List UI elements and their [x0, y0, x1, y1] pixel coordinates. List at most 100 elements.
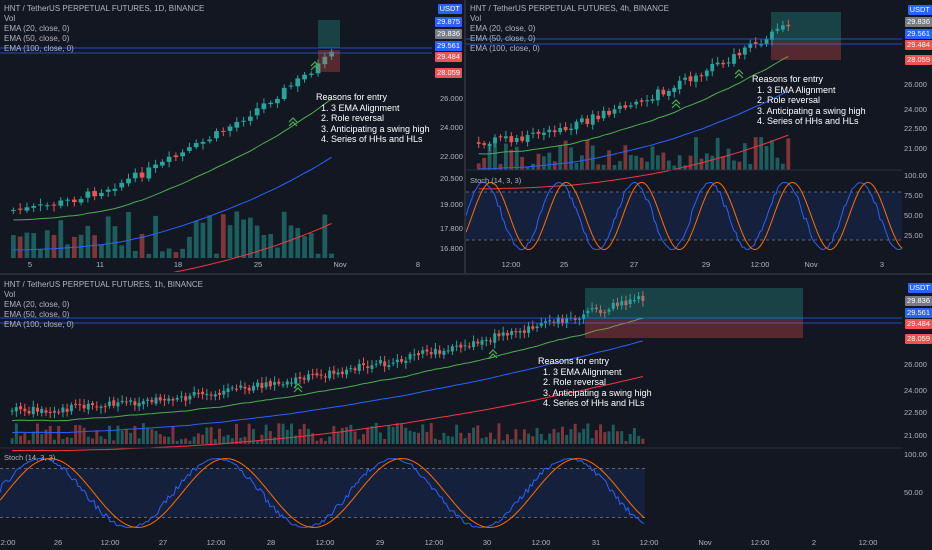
hourly-candle-body — [103, 406, 107, 408]
hourly-volume-bar — [387, 425, 391, 444]
fourh-volume-bar — [585, 139, 590, 170]
hourly-candle-body — [285, 381, 289, 385]
hourly-time-axis[interactable]: 12:00 26 12:00 27 12:00 28 12:00 29 12:0… — [0, 538, 902, 550]
panel-divider-vertical[interactable] — [464, 0, 466, 273]
hourly-volume-bar — [163, 436, 166, 444]
hourly-volume-bar — [239, 437, 243, 444]
fourh-ema50-label: EMA (50, close, 0) — [470, 34, 536, 43]
fourh-tick-0: 26.000 — [904, 80, 927, 89]
hourly-x-label: 30 — [482, 538, 492, 547]
hourly-volume-bar — [383, 439, 387, 444]
daily-candle-body — [322, 56, 328, 65]
daily-tick-2: 22.000 — [440, 152, 463, 161]
daily-candle-body — [99, 192, 104, 197]
panel-divider-horizontal[interactable] — [0, 273, 932, 275]
fourh-ema100 — [478, 134, 789, 190]
fourh-tick-2: 22.500 — [904, 124, 927, 133]
hourly-chevron-icon — [488, 353, 498, 359]
daily-price-tag-2: 29.836 — [435, 29, 462, 39]
daily-volume-bar — [159, 251, 165, 258]
fourh-stoch-tick-2: 50.00 — [904, 211, 923, 220]
fourh-ema20 — [478, 56, 789, 155]
hourly-ema20 — [12, 317, 643, 422]
hourly-volume-bar — [421, 424, 425, 444]
hourly-candle-body — [628, 299, 632, 305]
daily-stop-box — [318, 50, 340, 72]
hourly-x-label: 31 — [591, 538, 601, 547]
hourly-candle-body — [99, 406, 103, 408]
chart-panel-1h[interactable]: HNT / TetherUS PERPETUAL FUTURES, 1h, BI… — [0, 276, 932, 550]
chart-panel-daily[interactable]: HNT / TetherUS PERPETUAL FUTURES, 1D, BI… — [0, 0, 464, 272]
hourly-candle-body — [573, 318, 577, 320]
daily-tick-4: 19.000 — [440, 200, 463, 209]
hourly-price-axis[interactable]: USDT 29.836 29.561 29.484 28.059 26.000 … — [902, 276, 932, 538]
hourly-candle-body — [82, 404, 86, 409]
hourly-candle-body — [171, 399, 175, 401]
hourly-candle-body — [357, 363, 361, 371]
hourly-candle-body — [378, 359, 382, 364]
hourly-chart-canvas[interactable] — [0, 276, 932, 550]
fourh-candle-body — [634, 101, 639, 105]
fourh-volume-bar — [759, 137, 764, 170]
fourh-price-axis[interactable]: USDT 29.836 29.561 29.484 28.059 26.000 … — [902, 0, 932, 260]
hourly-volume-bar — [450, 436, 454, 444]
hourly-volume-bar — [442, 432, 446, 444]
hourly-candle-body — [108, 401, 111, 406]
hourly-candle-body — [222, 390, 226, 395]
hourly-stoch-label: Stoch (14, 3, 3) — [4, 453, 56, 462]
hourly-candle-body — [565, 318, 569, 324]
fourh-candle-body — [514, 138, 519, 142]
hourly-candle-body — [362, 363, 365, 366]
fourh-volume-bar — [672, 165, 677, 170]
hourly-volume-bar — [518, 439, 522, 444]
hourly-candle-body — [40, 408, 44, 414]
daily-tick-5: 17.800 — [440, 224, 463, 233]
daily-volume-bar — [234, 211, 240, 258]
fourh-candle-body — [759, 44, 764, 46]
daily-volume-bar — [241, 219, 246, 258]
hourly-volume-bar — [175, 440, 179, 444]
hourly-volume-bar — [446, 435, 450, 444]
fourh-price-tag-2: 29.561 — [905, 29, 932, 39]
hourly-volume-bar — [632, 428, 636, 444]
fourh-volume-bar — [628, 154, 633, 170]
hourly-candle-body — [328, 370, 332, 379]
daily-title: HNT / TetherUS PERPETUAL FUTURES, 1D, BI… — [4, 4, 205, 13]
hourly-volume-bar — [158, 434, 162, 444]
hourly-volume-bar — [86, 436, 90, 444]
fourh-volume-bar — [569, 147, 573, 170]
fourh-ema100-label: EMA (100, close, 0) — [470, 44, 540, 53]
fourh-volume-bar — [612, 165, 617, 170]
daily-candle-body — [207, 139, 213, 142]
hourly-candle-body — [480, 340, 484, 345]
hourly-volume-bar — [522, 429, 526, 444]
fourh-time-axis[interactable]: 12:00 25 27 29 12:00 Nov 3 — [466, 260, 902, 272]
fourh-price-tag-3: 29.484 — [905, 40, 932, 50]
fourh-volume-bar — [541, 156, 546, 170]
hourly-candle-body — [277, 381, 281, 384]
hourly-candle-body — [150, 399, 154, 403]
fourh-x-label: 29 — [701, 260, 711, 269]
fourh-chart-canvas[interactable] — [466, 0, 932, 272]
daily-volume-bar — [24, 232, 30, 258]
hourly-candle-body — [539, 322, 543, 326]
hourly-candle-body — [235, 388, 238, 390]
hourly-volume-bar — [112, 440, 116, 444]
daily-price-axis[interactable]: USDT 29.875 29.836 29.561 29.484 28.059 … — [432, 0, 463, 260]
daily-chart-canvas[interactable] — [0, 0, 464, 272]
hourly-candle-body — [10, 410, 14, 412]
daily-x-label: 8 — [415, 260, 421, 269]
hourly-candle-body — [387, 365, 391, 368]
chart-panel-4h[interactable]: HNT / TetherUS PERPETUAL FUTURES, 4h, BI… — [466, 0, 932, 272]
hourly-candle-body — [336, 372, 340, 375]
daily-volume-bar — [200, 222, 206, 258]
hourly-tick-3: 21.000 — [904, 431, 927, 440]
daily-time-axis[interactable]: 5 11 18 25 Nov 8 — [0, 260, 432, 272]
hourly-candle-body — [624, 300, 628, 306]
fourh-volume-bar — [737, 161, 742, 170]
hourly-candle-body — [522, 330, 526, 333]
hourly-long-target-box — [585, 288, 803, 320]
hourly-candle-body — [184, 396, 188, 401]
daily-candle-body — [119, 182, 125, 188]
hourly-candle-body — [167, 398, 171, 401]
